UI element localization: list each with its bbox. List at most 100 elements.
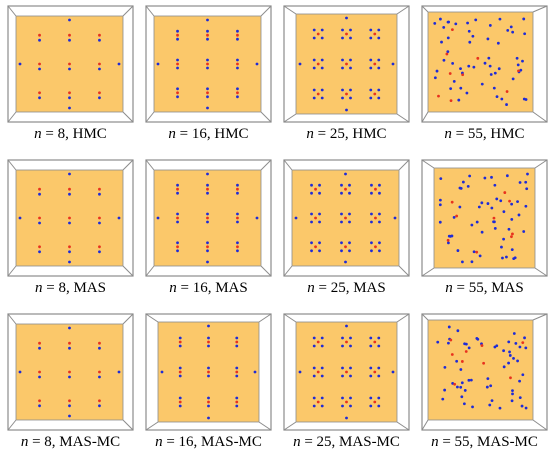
red-point bbox=[68, 187, 71, 191]
blue-point bbox=[446, 20, 450, 24]
red-point bbox=[461, 73, 465, 77]
blue-point bbox=[349, 96, 352, 100]
blue-point bbox=[18, 62, 22, 66]
red-point bbox=[517, 69, 520, 73]
red-point bbox=[207, 340, 210, 344]
blue-point bbox=[492, 86, 496, 90]
blue-point bbox=[320, 36, 324, 40]
blue-point bbox=[176, 241, 179, 245]
blue-point bbox=[160, 370, 164, 374]
blue-point bbox=[378, 183, 381, 187]
red-point bbox=[374, 216, 377, 220]
blue-point bbox=[498, 406, 502, 410]
blue-point bbox=[341, 336, 344, 340]
red-point bbox=[178, 340, 182, 344]
panel-caption: n = 55, MAS bbox=[416, 280, 550, 297]
frame-edge-2 bbox=[532, 313, 548, 321]
blue-point bbox=[68, 96, 71, 100]
blue-point bbox=[68, 260, 71, 264]
blue-point bbox=[206, 66, 209, 70]
red-point bbox=[98, 245, 101, 249]
panel-caption: n = 55, HMC bbox=[416, 126, 550, 143]
red-point bbox=[475, 250, 479, 254]
blue-point bbox=[488, 403, 492, 407]
caption-text: = 8, MAS-MC bbox=[28, 434, 121, 450]
red-point bbox=[38, 216, 41, 220]
blue-point bbox=[348, 183, 351, 187]
blue-point bbox=[518, 396, 522, 400]
blue-point bbox=[341, 28, 344, 32]
blue-point bbox=[472, 65, 476, 69]
blue-point bbox=[495, 197, 499, 201]
red-point bbox=[38, 370, 41, 374]
blue-point bbox=[312, 396, 316, 400]
blue-point bbox=[235, 396, 239, 400]
red-point bbox=[207, 400, 210, 404]
blue-point bbox=[206, 106, 209, 110]
red-point bbox=[453, 382, 457, 386]
blue-point bbox=[467, 64, 471, 68]
blue-point bbox=[236, 249, 239, 253]
blue-point bbox=[521, 59, 524, 63]
blue-point bbox=[176, 183, 179, 187]
blue-point bbox=[349, 336, 352, 340]
blue-point bbox=[451, 61, 455, 65]
blue-point bbox=[178, 396, 182, 400]
red-point bbox=[503, 191, 507, 194]
blue-point bbox=[98, 346, 101, 350]
frame-edge-4 bbox=[258, 421, 272, 431]
blue-point bbox=[68, 67, 71, 71]
blue-point bbox=[377, 404, 381, 408]
red-point bbox=[68, 245, 71, 249]
blue-point bbox=[176, 87, 179, 91]
blue-point bbox=[447, 325, 451, 329]
red-point bbox=[450, 200, 454, 204]
blue-point bbox=[345, 108, 348, 112]
red-point bbox=[38, 33, 41, 37]
blue-point bbox=[341, 88, 344, 92]
blue-point bbox=[377, 344, 381, 348]
red-point bbox=[98, 399, 101, 403]
blue-point bbox=[349, 66, 352, 70]
blue-point bbox=[450, 234, 454, 238]
blue-point bbox=[206, 241, 209, 245]
red-point bbox=[316, 32, 320, 36]
blue-point bbox=[348, 249, 351, 253]
blue-point bbox=[495, 344, 499, 348]
blue-point bbox=[493, 71, 497, 75]
blue-point bbox=[514, 341, 518, 345]
blue-point bbox=[207, 336, 210, 340]
red-point bbox=[450, 353, 454, 356]
red-point bbox=[449, 99, 453, 103]
n-symbol: n bbox=[445, 280, 453, 296]
red-point bbox=[178, 370, 182, 374]
blue-point bbox=[255, 216, 259, 220]
blue-point bbox=[176, 66, 179, 70]
blue-point bbox=[345, 324, 348, 328]
blue-point bbox=[462, 402, 466, 406]
blue-point bbox=[312, 374, 316, 378]
blue-point bbox=[310, 212, 313, 216]
blue-point bbox=[480, 82, 484, 86]
blue-point bbox=[456, 385, 459, 389]
blue-point bbox=[176, 212, 179, 216]
blue-point bbox=[312, 66, 316, 70]
red-point bbox=[373, 370, 377, 374]
frame-edge-1 bbox=[283, 159, 293, 171]
blue-point bbox=[312, 366, 316, 370]
blue-point bbox=[236, 212, 239, 216]
blue-point bbox=[452, 79, 456, 83]
panel-caption: n = 25, HMC bbox=[278, 126, 415, 143]
red-point bbox=[235, 340, 239, 344]
domain-plot bbox=[283, 5, 410, 123]
blue-point bbox=[349, 88, 352, 92]
blue-point bbox=[320, 374, 324, 378]
blue-point bbox=[68, 172, 71, 176]
blue-point bbox=[98, 375, 101, 379]
blue-point bbox=[369, 58, 373, 62]
blue-point bbox=[207, 396, 210, 400]
blue-point bbox=[207, 404, 210, 408]
blue-point bbox=[496, 41, 500, 45]
blue-point bbox=[369, 336, 373, 340]
